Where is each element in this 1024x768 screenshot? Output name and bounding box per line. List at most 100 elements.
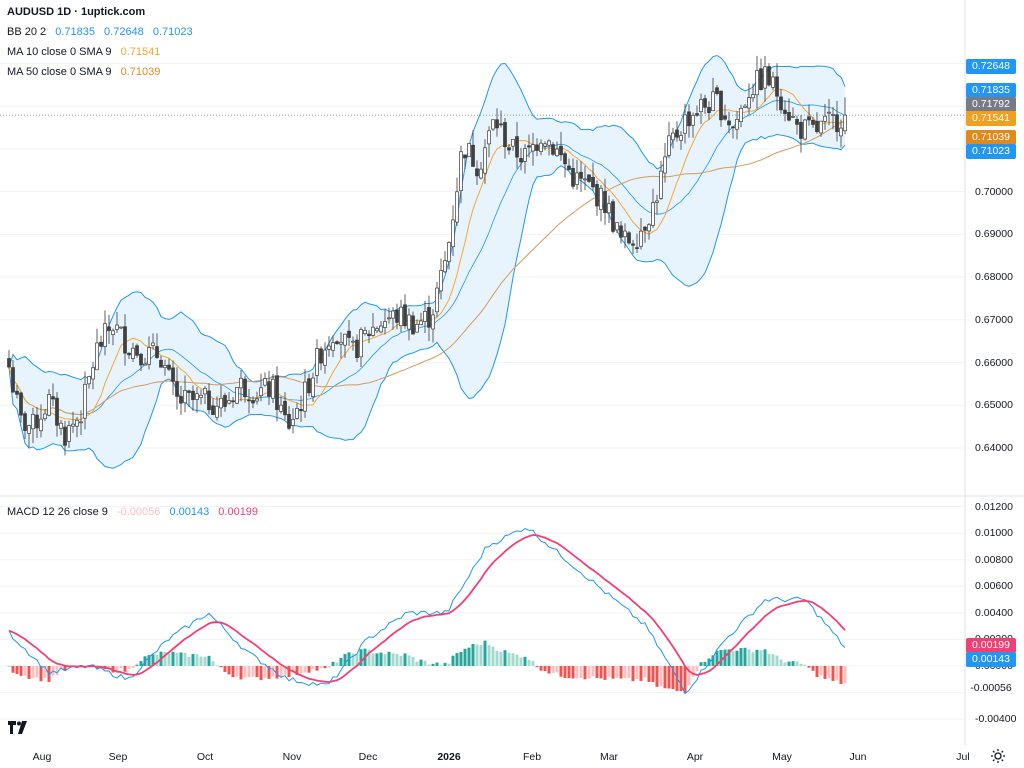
candle-body bbox=[115, 324, 119, 330]
macd-signal-value: 0.00199 bbox=[218, 506, 259, 518]
macd-histogram-bar bbox=[251, 665, 255, 677]
candle-body bbox=[667, 135, 671, 156]
macd-histogram-bar bbox=[263, 665, 267, 678]
macd-histogram-bar bbox=[315, 665, 319, 671]
macd-histogram-bar bbox=[779, 659, 783, 666]
candle-body bbox=[615, 222, 619, 231]
candle-body bbox=[655, 200, 659, 203]
macd-histogram-bar bbox=[623, 665, 627, 679]
candle-body bbox=[567, 165, 571, 170]
candle-body bbox=[415, 323, 419, 333]
macd-histogram-bar bbox=[379, 652, 383, 666]
candle-body bbox=[487, 130, 491, 145]
candle-body bbox=[527, 145, 531, 148]
macd-signal-line bbox=[8, 534, 846, 684]
macd-histogram-bar bbox=[383, 654, 387, 666]
settings-gear-icon[interactable] bbox=[990, 748, 1006, 764]
candle-body bbox=[587, 174, 591, 182]
candle-body bbox=[663, 156, 667, 174]
macd-histogram-bar bbox=[719, 649, 723, 666]
candle-body bbox=[11, 367, 15, 393]
candle-body bbox=[511, 139, 515, 147]
macd-histogram-bar bbox=[291, 665, 295, 673]
candle-body bbox=[195, 393, 199, 400]
macd-histogram-bar bbox=[215, 665, 219, 666]
candle-body bbox=[327, 345, 331, 350]
candle-body bbox=[395, 309, 399, 323]
macd-histogram-bar bbox=[351, 653, 355, 666]
macd-histogram-bar bbox=[627, 665, 631, 678]
candle-body bbox=[467, 143, 471, 158]
macd-histogram-bar bbox=[459, 651, 463, 666]
bb-upper-value: 0.72648 bbox=[104, 26, 144, 38]
candle-body bbox=[831, 114, 835, 116]
candle-body bbox=[247, 399, 251, 402]
candle-body bbox=[283, 400, 287, 416]
macd-histogram-bar bbox=[155, 654, 159, 666]
macd-histogram-bar bbox=[279, 665, 283, 679]
candle-body bbox=[731, 126, 735, 129]
macd-histogram-bar bbox=[175, 652, 179, 666]
candle-body bbox=[463, 154, 467, 159]
candle-body bbox=[111, 330, 115, 335]
macd-histogram-bar bbox=[443, 662, 447, 666]
time-axis-tick: 2026 bbox=[437, 751, 461, 763]
macd-histogram-bar bbox=[23, 665, 27, 676]
candle-body bbox=[499, 123, 503, 126]
macd-histogram-bar bbox=[507, 652, 511, 666]
time-axis-tick: Mar bbox=[599, 751, 619, 763]
candle-body bbox=[679, 135, 683, 141]
macd-histogram-bar bbox=[703, 661, 707, 666]
macd-histogram-bar bbox=[615, 665, 619, 679]
candle-body bbox=[719, 90, 723, 121]
macd-histogram-bar bbox=[739, 647, 743, 666]
candle-body bbox=[699, 99, 703, 113]
macd-axis-label: 0.00199 bbox=[966, 638, 1016, 653]
candle-body bbox=[411, 315, 415, 335]
candle-body bbox=[71, 423, 75, 427]
macd-histogram-bar bbox=[467, 647, 471, 666]
macd-histogram-bar bbox=[439, 665, 443, 666]
macd-histogram-bar bbox=[55, 665, 59, 676]
macd-histogram-bar bbox=[515, 654, 519, 666]
candle-body bbox=[515, 136, 519, 158]
candle-body bbox=[147, 347, 151, 365]
candle-body bbox=[455, 191, 459, 223]
macd-histogram-bar bbox=[483, 640, 487, 666]
candle-body bbox=[571, 167, 575, 187]
candle-body bbox=[199, 394, 203, 398]
bb-lower-value: 0.71023 bbox=[152, 26, 193, 38]
candle-body bbox=[43, 413, 47, 420]
macd-histogram-bar bbox=[35, 665, 39, 678]
macd-histogram-bar bbox=[271, 665, 275, 677]
candle-body bbox=[623, 230, 627, 238]
candle-body bbox=[315, 348, 319, 376]
macd-histogram-bar bbox=[407, 655, 411, 666]
candle-body bbox=[259, 387, 263, 397]
macd-histogram-bar bbox=[611, 665, 615, 679]
symbol-title: AUDUSD 1D · 1uptick.com bbox=[7, 5, 151, 19]
candle-body bbox=[431, 314, 435, 330]
candle-body bbox=[231, 400, 235, 403]
macd-histogram-bar bbox=[435, 662, 439, 666]
macd-histogram-bar bbox=[707, 658, 711, 666]
candle-body bbox=[551, 144, 555, 155]
candle-body bbox=[519, 158, 523, 163]
macd-histogram-bar bbox=[31, 665, 35, 679]
candle-body bbox=[775, 76, 779, 97]
macd-histogram-bar bbox=[799, 663, 803, 666]
candle-body bbox=[651, 202, 655, 226]
candle-body bbox=[207, 390, 211, 411]
macd-histogram-bar bbox=[663, 665, 667, 689]
candle-body bbox=[707, 107, 711, 114]
macd-histogram-bar bbox=[179, 652, 183, 666]
candle-body bbox=[203, 388, 207, 395]
candle-body bbox=[607, 203, 611, 214]
candle-body bbox=[175, 381, 179, 397]
macd-histogram-bar bbox=[147, 655, 151, 666]
macd-histogram-bar bbox=[555, 665, 559, 673]
candle-body bbox=[815, 120, 819, 133]
tradingview-logo-icon bbox=[8, 721, 27, 734]
